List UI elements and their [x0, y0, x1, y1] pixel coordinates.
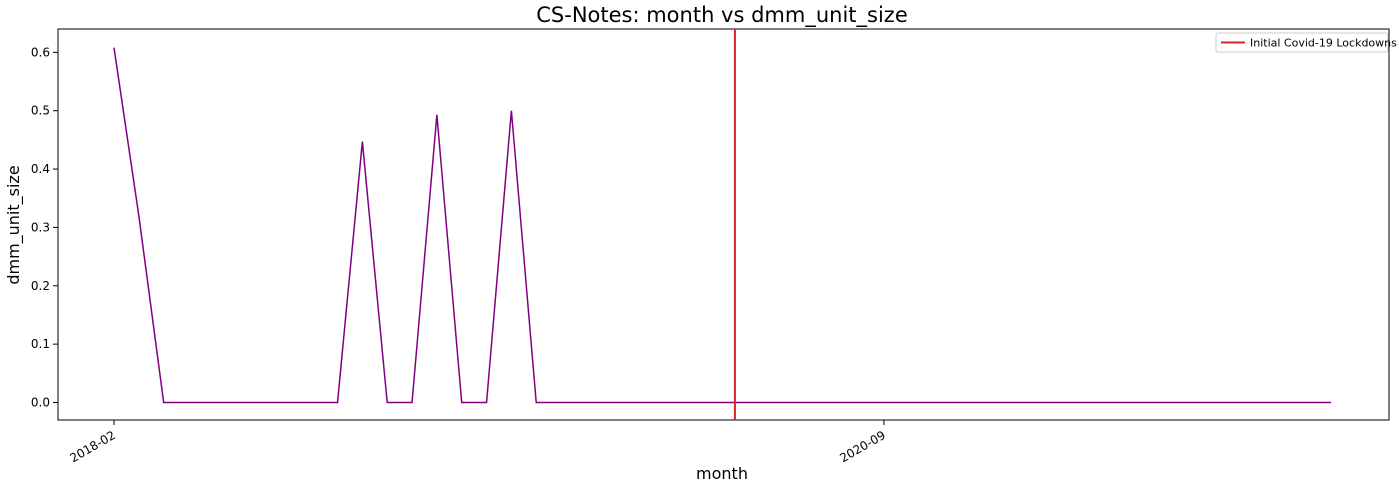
y-axis-label: dmm_unit_size — [4, 165, 24, 284]
plot-area: 0.0 0.1 0.2 0.3 0.4 0.5 0.6 2018-02 2020-09 — [31, 28, 1390, 465]
plot-frame — [57, 28, 1390, 421]
legend-frame — [1215, 32, 1389, 53]
chart-title: CS-Notes: month vs dmm_unit_size — [536, 3, 908, 28]
x-tick-label: 2018-02 — [67, 428, 117, 465]
y-tick-label: 0.5 — [31, 104, 50, 118]
series-line — [113, 47, 1331, 404]
y-tick-label: 0.6 — [31, 45, 50, 59]
y-tick-label: 0.3 — [31, 220, 50, 234]
legend-label: Initial Covid-19 Lockdowns — [1250, 37, 1397, 50]
y-tick-label: 0.4 — [31, 162, 50, 176]
legend: Initial Covid-19 Lockdowns — [1215, 32, 1397, 53]
x-axis-label: month — [696, 464, 748, 483]
x-tick-label: 2020-09 — [837, 428, 887, 465]
y-tick-label: 0.0 — [31, 395, 50, 409]
y-tick-label: 0.2 — [31, 279, 50, 293]
y-tick-label: 0.1 — [31, 337, 50, 351]
